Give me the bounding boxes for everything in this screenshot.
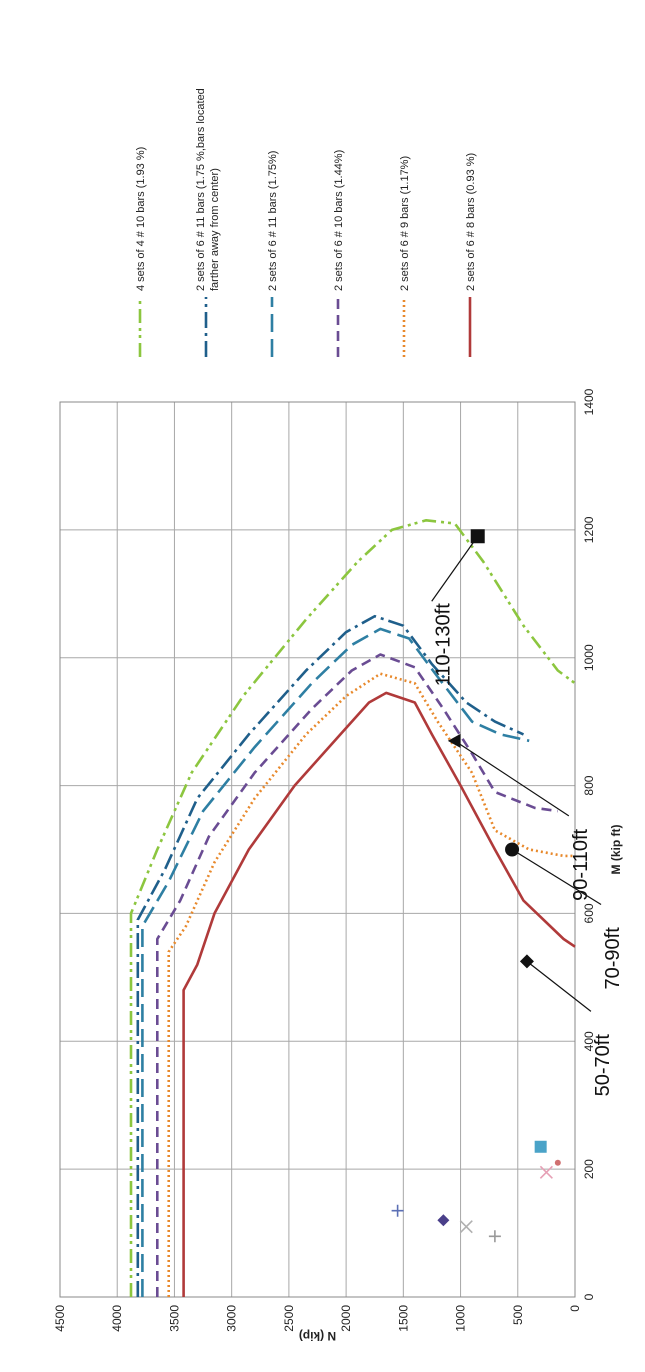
marker-leader-line: [454, 740, 570, 817]
marker-1: [519, 954, 534, 969]
x-tick-label: 400: [582, 1031, 596, 1051]
x-tick-label: 600: [582, 903, 596, 923]
plot-border: [59, 401, 576, 1298]
scatter-point-1: [391, 1204, 404, 1217]
marker-label: 70-90ft: [602, 927, 624, 990]
marker-leader-line: [526, 960, 592, 1012]
series-line-1: [182, 691, 576, 1297]
y-tick-label: 500: [511, 1305, 525, 1325]
x-tick-label: 200: [582, 1159, 596, 1179]
y-tick-label: 4500: [53, 1305, 67, 1332]
marker-leader-line: [511, 848, 602, 906]
marker-label: 110-130ft: [433, 603, 455, 686]
legend-label-5: 2 sets of 6 # 11 bars (1.75 %,bars locat…: [195, 88, 221, 291]
annotation-group: 50-70ft 70-90ft 90-110ft 110-130ft: [431, 529, 624, 1097]
series-line-5: [136, 614, 525, 1297]
marker-label: 90-110ft: [570, 828, 592, 900]
y-tick-label: 1500: [396, 1305, 410, 1332]
legend-label-2: 2 sets of 6 # 9 bars (1.17%): [399, 156, 411, 291]
y-tick-label: 3500: [167, 1305, 181, 1332]
marker-label: 50-70ft: [592, 1034, 614, 1097]
legend: 2 sets of 6 # 8 bars (0.93 %) 2 sets of 6…: [135, 88, 477, 357]
x-tick-label: 1200: [582, 516, 596, 543]
y-tick-label: 3000: [225, 1305, 239, 1332]
y-tick-label: 1000: [454, 1305, 468, 1332]
y-tick-label: 0: [568, 1305, 582, 1312]
scatter-point-2: [437, 1214, 450, 1227]
legend-label-1: 2 sets of 6 # 8 bars (0.93 %): [465, 153, 477, 291]
y-axis-title: N (kip): [299, 1329, 336, 1343]
marker-3: [447, 733, 461, 748]
legend-label-6: 4 sets of 4 # 10 bars (1.93 %): [135, 147, 147, 291]
tick-labels: 0 200 400 600 800 1000 1200 1400 0 500 1000 1500 200…: [53, 388, 596, 1331]
scatter-point-7: [554, 1159, 561, 1166]
x-tick-label: 800: [582, 775, 596, 795]
marker-2: [505, 842, 520, 857]
scatter-point-5: [534, 1140, 547, 1153]
legend-label-line: 2 sets of 6 # 11 bars (1.75 %,bars locat…: [195, 88, 207, 291]
series-line-4: [141, 627, 530, 1297]
x-tick-label: 1400: [582, 388, 596, 415]
scatter-point-6: [539, 1165, 553, 1179]
scatter-point-3: [459, 1220, 473, 1234]
x-axis-title: M (kip ft): [609, 825, 623, 875]
marker-leader-line: [431, 535, 479, 602]
x-tick-label: 1000: [582, 644, 596, 671]
marker-4: [470, 529, 485, 544]
series-line-2: [167, 672, 575, 1297]
grid-lines: [59, 401, 576, 1298]
legend-label-3: 2 sets of 6 # 10 bars (1.44%): [333, 150, 345, 291]
series-line-6: [129, 519, 576, 1297]
scatter-point-4: [488, 1230, 501, 1243]
y-tick-label: 2000: [339, 1305, 353, 1332]
scatter-group: [391, 1140, 561, 1243]
y-tick-label: 4000: [110, 1305, 124, 1332]
x-tick-label: 0: [582, 1293, 596, 1300]
series-line-3: [156, 653, 558, 1297]
legend-label-4: 2 sets of 6 # 11 bars (1.75%): [267, 151, 279, 291]
legend-label-line: farther away from center): [209, 168, 221, 291]
series-group: [129, 519, 576, 1297]
y-tick-label: 2500: [282, 1305, 296, 1332]
